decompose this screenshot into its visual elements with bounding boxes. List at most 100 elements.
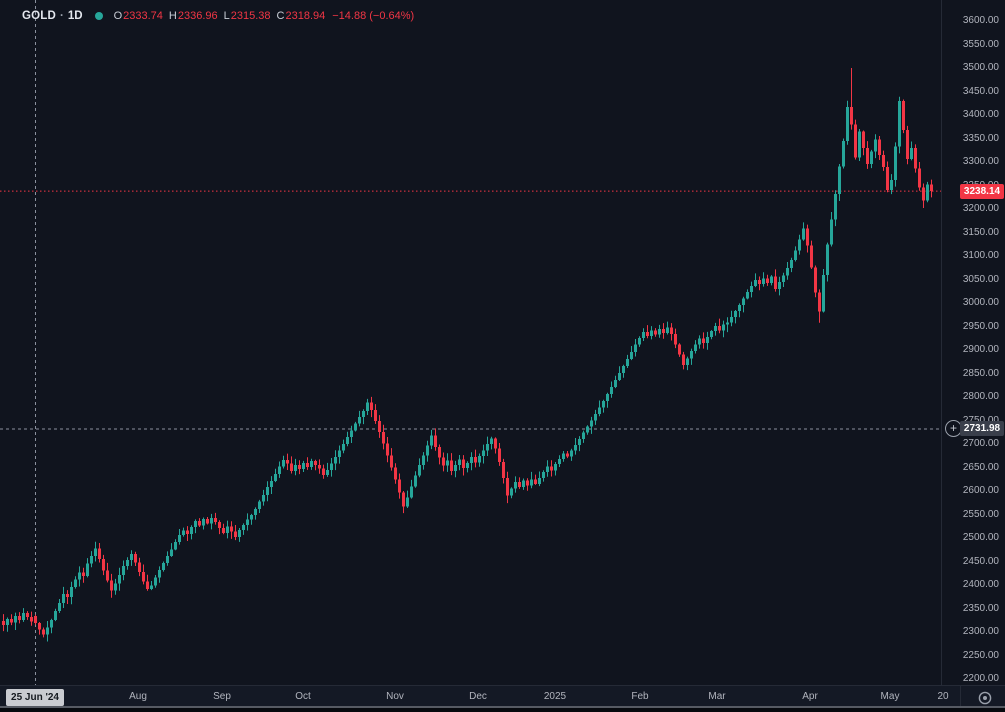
candle [294,458,297,476]
candle [166,551,169,566]
candle [546,460,549,477]
candle [710,330,713,340]
candle [34,614,37,625]
candle [550,460,553,477]
low-label: L [223,10,230,22]
candle [566,450,569,459]
candle [346,431,349,447]
candle [606,392,609,408]
price-axis[interactable]: + 2731.98 3238.14 3600.00 3550.00 3500.00 3… [941,0,1005,685]
candle [254,507,257,520]
candle [574,437,577,455]
candle [594,409,597,425]
candle [690,348,693,365]
time-axis-label: Sep [213,691,231,702]
candle [434,428,437,451]
candle [806,224,809,253]
candle [730,310,733,327]
candle [202,517,205,530]
candle [18,612,21,624]
candle [722,320,725,338]
candle [870,149,873,169]
candle [502,458,505,484]
candle [446,453,449,472]
candle [418,458,421,478]
candle [506,471,509,504]
axis-corner-separator [960,686,961,712]
candle [278,461,281,478]
candle [518,477,521,489]
candle [714,322,717,336]
candle [682,351,685,370]
candle [306,457,309,470]
candle [126,557,129,570]
candle [426,440,429,462]
time-axis[interactable]: 25 Jun '24 Aug Sep Oct Nov Dec 2025 Feb Mar Apr M… [0,685,1005,712]
candle [194,519,197,534]
candle [734,310,737,324]
candle [558,455,561,468]
candle [754,273,757,288]
candle [534,474,537,485]
candle [798,234,801,255]
candle [410,479,413,499]
candle [486,436,489,457]
candle [62,586,65,609]
candle [266,481,269,502]
candle [526,478,529,491]
candle [342,439,345,454]
candle [826,242,829,282]
symbol-name[interactable]: GOLD [22,10,57,22]
candle [354,421,357,432]
candle [638,336,641,347]
candle [66,590,69,604]
timeframe-label[interactable]: 1D [67,10,83,22]
candle [878,136,881,161]
candle [422,452,425,470]
candle [906,125,909,165]
price-axis-label: 2950.00 [962,320,999,332]
candle [86,558,89,578]
candle [910,141,913,161]
candle [6,617,9,632]
candle [134,551,137,566]
candle [602,399,605,413]
candle [742,296,745,313]
candle [562,450,565,462]
candle [118,567,121,591]
candle [378,415,381,438]
candle [622,364,625,378]
candle [406,490,409,509]
candle [698,335,701,349]
candle [182,527,185,537]
candlestick-chart[interactable] [0,0,941,685]
candle [454,460,457,478]
candle [522,478,525,490]
candle [414,471,417,488]
time-axis-label: May [880,691,900,702]
candle [398,473,401,499]
candle [538,471,541,487]
candle [302,460,305,473]
candle [350,425,353,443]
candle [874,134,877,159]
candle [926,181,929,203]
candle [234,525,237,541]
candle [94,541,97,562]
price-axis-label: 2550.00 [962,508,999,520]
price-axis-label: 2300.00 [962,626,999,637]
candle [706,331,709,350]
time-axis-settings-button[interactable] [976,689,994,707]
candle [894,142,897,187]
candle [142,564,145,585]
price-axis-label: 3450.00 [962,85,999,97]
candle [494,437,497,454]
time-axis-label: 2025 [543,691,567,702]
candle [358,410,361,427]
candle [654,328,657,337]
candle [158,566,161,583]
price-axis-label: 3600.00 [962,15,999,26]
candle [310,458,313,470]
candle [218,520,221,535]
